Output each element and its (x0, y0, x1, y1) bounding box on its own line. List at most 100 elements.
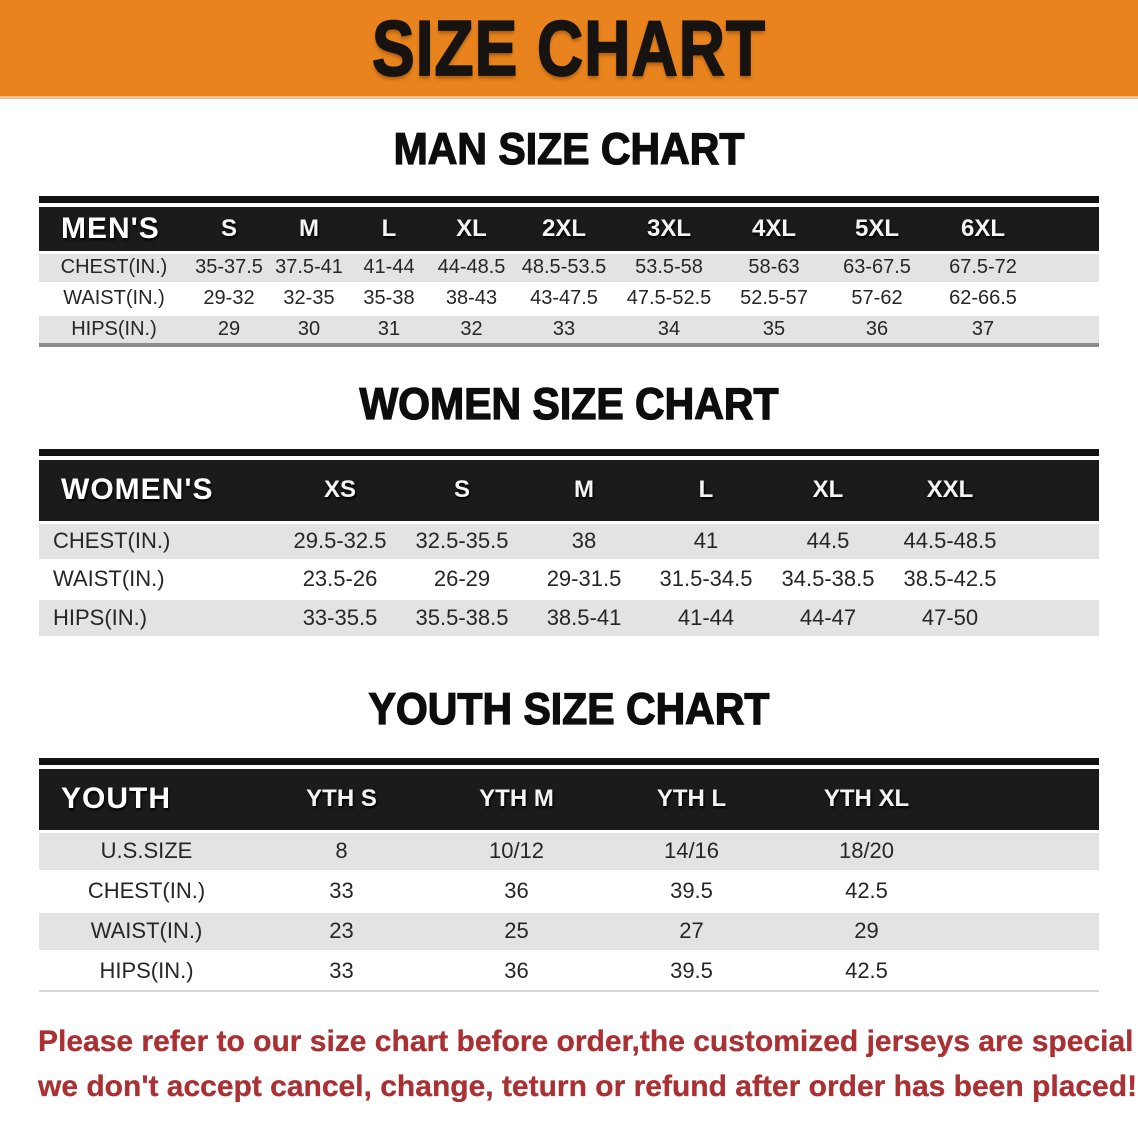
table-cell: 32-35 (269, 281, 349, 314)
table-row: WAIST(IN.) 23.5-26 26-29 29-31.5 31.5-34.5 34… (39, 558, 1099, 598)
notice-line-1: Please refer to our size chart before or… (38, 1025, 1138, 1058)
column-header: YTH XL (779, 769, 954, 831)
column-header: YTH L (604, 769, 779, 831)
youth-section-heading: YOUTH SIZE CHART (368, 683, 770, 734)
table-cell: 62-66.5 (930, 281, 1036, 314)
row-label: WAIST(IN.) (39, 558, 279, 598)
table-cell: 39.5 (604, 869, 779, 911)
table-cell: 33 (514, 312, 614, 345)
table-cell: 35.5-38.5 (401, 596, 523, 636)
men-table: MEN'S S M L XL 2XL 3XL 4XL 5XL 6XL CHEST(IN.) 35-3… (39, 207, 1099, 347)
filler-cell (954, 909, 1099, 951)
table-cell: 8 (254, 829, 429, 871)
table-cell: 38.5-41 (523, 596, 645, 636)
filler-cell (954, 829, 1099, 871)
table-cell: 23.5-26 (279, 558, 401, 598)
column-header: 2XL (514, 207, 614, 252)
row-label: WAIST(IN.) (39, 909, 254, 951)
men-size-table: MEN'S S M L XL 2XL 3XL 4XL 5XL 6XL CHEST(IN.) 35-3… (39, 196, 1099, 347)
table-cell: 47.5-52.5 (614, 281, 724, 314)
table-cell: 57-62 (824, 281, 930, 314)
filler-cell (1011, 520, 1099, 560)
table-cell: 44-47 (767, 596, 889, 636)
table-cell: 41-44 (349, 250, 429, 283)
table-cell: 29-31.5 (523, 558, 645, 598)
table-header-row: WOMEN'S XS S M L XL XXL (39, 460, 1099, 522)
table-top-border (39, 758, 1099, 765)
youth-table: YOUTH YTH S YTH M YTH L YTH XL U.S.SIZE 8 10/1… (39, 769, 1099, 992)
filler-cell (954, 869, 1099, 911)
column-header: L (645, 460, 767, 522)
table-cell: 10/12 (429, 829, 604, 871)
column-header: M (523, 460, 645, 522)
men-size-section: MAN SIZE CHART MEN'S S M L XL 2XL 3XL 4XL 5XL 6XL… (0, 123, 1138, 347)
table-cell: 63-67.5 (824, 250, 930, 283)
table-top-border (39, 449, 1099, 456)
table-cell: 35-38 (349, 281, 429, 314)
table-row: HIPS(IN.) 33-35.5 35.5-38.5 38.5-41 41-44 44-… (39, 596, 1099, 636)
row-label: U.S.SIZE (39, 829, 254, 871)
filler-cell (954, 949, 1099, 991)
table-cell: 29 (189, 312, 269, 345)
column-header: S (189, 207, 269, 252)
row-label: HIPS(IN.) (39, 312, 189, 345)
column-header: XL (429, 207, 514, 252)
women-table: WOMEN'S XS S M L XL XXL CHEST(IN.) 29.5-32.5 32.… (39, 460, 1099, 636)
table-cell: 33-35.5 (279, 596, 401, 636)
table-top-border (39, 196, 1099, 203)
women-size-section: WOMEN SIZE CHART WOMEN'S XS S M L XL XXL CHEST… (0, 378, 1138, 636)
corner-label: YOUTH (39, 769, 254, 831)
row-label: CHEST(IN.) (39, 869, 254, 911)
table-cell: 37 (930, 312, 1036, 345)
table-cell: 53.5-58 (614, 250, 724, 283)
table-cell: 34 (614, 312, 724, 345)
size-chart-banner: SIZE CHART (0, 0, 1138, 99)
table-row: WAIST(IN.) 29-32 32-35 35-38 38-43 43-47.5 47.… (39, 281, 1099, 314)
column-header: M (269, 207, 349, 252)
notice-line-2: we don't accept cancel, change, teturn o… (38, 1070, 1138, 1103)
table-row: HIPS(IN.) 29 30 31 32 33 34 35 36 37 (39, 312, 1099, 345)
table-cell: 44.5-48.5 (889, 520, 1011, 560)
table-cell: 41-44 (645, 596, 767, 636)
women-size-table: WOMEN'S XS S M L XL XXL CHEST(IN.) 29.5-32.5 32.… (39, 449, 1099, 636)
column-header: L (349, 207, 429, 252)
table-cell: 33 (254, 949, 429, 991)
column-header: S (401, 460, 523, 522)
table-cell: 39.5 (604, 949, 779, 991)
filler-cell (1036, 207, 1099, 252)
table-header-row: MEN'S S M L XL 2XL 3XL 4XL 5XL 6XL (39, 207, 1099, 252)
column-header: XL (767, 460, 889, 522)
youth-size-section: YOUTH SIZE CHART YOUTH YTH S YTH M YTH L YTH… (0, 683, 1138, 992)
table-header-row: YOUTH YTH S YTH M YTH L YTH XL (39, 769, 1099, 831)
table-row: CHEST(IN.) 29.5-32.5 32.5-35.5 38 41 44.5 44.5… (39, 520, 1099, 560)
filler-cell (1011, 460, 1099, 522)
table-cell: 14/16 (604, 829, 779, 871)
table-cell: 26-29 (401, 558, 523, 598)
table-cell: 25 (429, 909, 604, 951)
table-cell: 52.5-57 (724, 281, 824, 314)
table-cell: 29 (779, 909, 954, 951)
table-cell: 58-63 (724, 250, 824, 283)
table-cell: 67.5-72 (930, 250, 1036, 283)
table-cell: 38 (523, 520, 645, 560)
column-header: 4XL (724, 207, 824, 252)
table-cell: 29-32 (189, 281, 269, 314)
table-cell: 18/20 (779, 829, 954, 871)
filler-cell (1036, 312, 1099, 345)
column-header: 6XL (930, 207, 1036, 252)
table-cell: 30 (269, 312, 349, 345)
table-cell: 36 (824, 312, 930, 345)
table-cell: 35 (724, 312, 824, 345)
table-row: U.S.SIZE 8 10/12 14/16 18/20 (39, 829, 1099, 871)
filler-cell (954, 769, 1099, 831)
table-cell: 38-43 (429, 281, 514, 314)
order-notice: Please refer to our size chart before or… (0, 1019, 1138, 1109)
table-cell: 32.5-35.5 (401, 520, 523, 560)
table-cell: 48.5-53.5 (514, 250, 614, 283)
table-cell: 37.5-41 (269, 250, 349, 283)
table-cell: 47-50 (889, 596, 1011, 636)
column-header: XS (279, 460, 401, 522)
table-cell: 32 (429, 312, 514, 345)
column-header: 3XL (614, 207, 724, 252)
table-cell: 29.5-32.5 (279, 520, 401, 560)
